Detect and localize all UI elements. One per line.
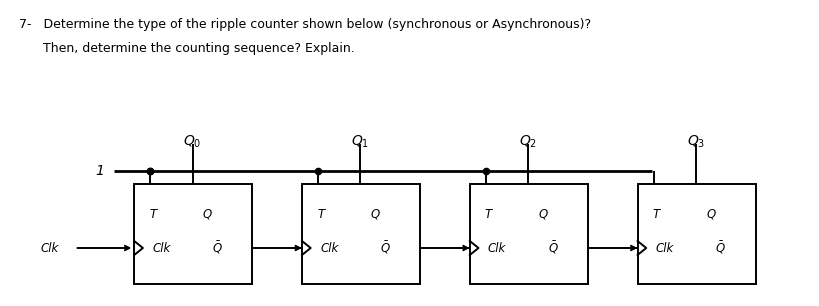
Text: Then, determine the counting sequence? Explain.: Then, determine the counting sequence? E…: [19, 42, 355, 55]
Text: Q: Q: [371, 207, 380, 221]
Text: $Q_0$: $Q_0$: [183, 134, 201, 150]
Bar: [637, 184, 756, 284]
Text: 1: 1: [95, 164, 104, 178]
Text: $\bar{Q}$: $\bar{Q}$: [716, 240, 726, 256]
Text: $\bar{Q}$: $\bar{Q}$: [212, 240, 223, 256]
Text: $Q_1$: $Q_1$: [351, 134, 369, 150]
Bar: [134, 184, 252, 284]
Text: Q: Q: [538, 207, 548, 221]
Text: Clk: Clk: [41, 241, 59, 255]
Text: Q: Q: [203, 207, 212, 221]
Text: $Q_2$: $Q_2$: [519, 134, 537, 150]
Bar: [302, 184, 420, 284]
Text: Clk: Clk: [656, 241, 674, 255]
Text: T: T: [317, 207, 324, 221]
Text: 7-   Determine the type of the ripple counter shown below (synchronous or Asynch: 7- Determine the type of the ripple coun…: [19, 18, 590, 31]
Text: $\bar{Q}$: $\bar{Q}$: [380, 240, 391, 256]
Text: Clk: Clk: [488, 241, 506, 255]
Bar: [470, 184, 588, 284]
Text: Clk: Clk: [320, 241, 338, 255]
Text: $Q_3$: $Q_3$: [687, 134, 705, 150]
Text: T: T: [485, 207, 492, 221]
Text: Q: Q: [706, 207, 716, 221]
Text: T: T: [653, 207, 660, 221]
Text: T: T: [149, 207, 156, 221]
Text: Clk: Clk: [152, 241, 170, 255]
Text: $\bar{Q}$: $\bar{Q}$: [548, 240, 559, 256]
